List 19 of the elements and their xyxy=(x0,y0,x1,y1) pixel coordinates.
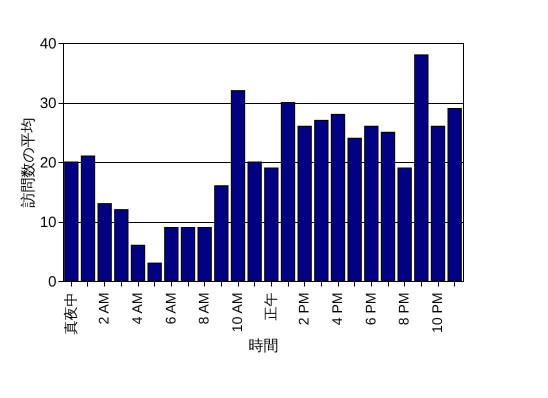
y-axis-title: 訪問数の平均 xyxy=(20,118,37,208)
x-tick-label: 8 PM xyxy=(396,292,412,326)
x-axis-title: 時間 xyxy=(248,338,278,354)
x-tick-label: 8 AM xyxy=(196,292,212,324)
x-tick-label: 10 AM xyxy=(229,292,245,332)
y-tick-label: 0 xyxy=(48,274,56,290)
x-tick-label: 真夜中 xyxy=(62,292,78,334)
x-tick-label: 2 AM xyxy=(96,292,112,324)
y-tick-label: 20 xyxy=(40,154,56,172)
x-tick-label: 6 AM xyxy=(162,292,178,324)
x-tick-label: 10 PM xyxy=(429,292,445,333)
x-tick-label: 6 PM xyxy=(362,292,378,326)
y-tick-label: 40 xyxy=(40,36,56,52)
x-tick-label: 4 PM xyxy=(329,292,345,326)
y-tick-label: 10 xyxy=(40,214,56,231)
x-tick-label: 2 PM xyxy=(296,292,312,326)
x-tick-label: 正午 xyxy=(262,292,278,320)
x-tick-label: 4 AM xyxy=(129,292,145,324)
y-tick-label: 30 xyxy=(40,95,56,112)
